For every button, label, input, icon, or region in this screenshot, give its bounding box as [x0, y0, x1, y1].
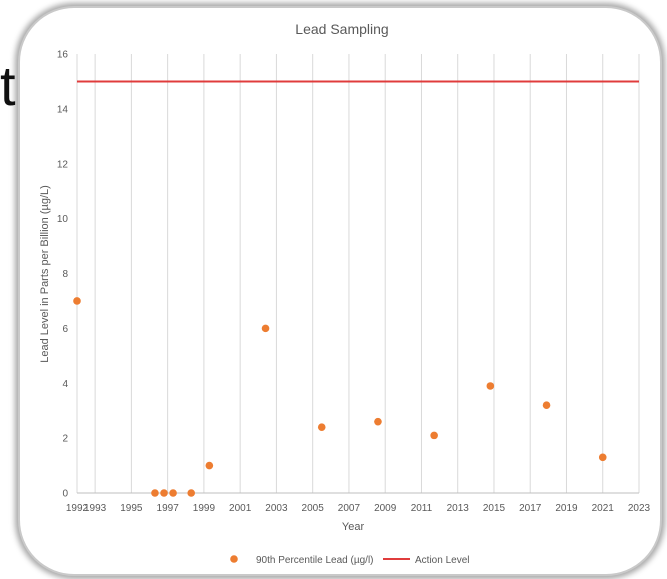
- x-tick-label: 2005: [302, 503, 325, 514]
- x-tick-label: 1993: [84, 503, 107, 514]
- data-point: [151, 489, 159, 497]
- series-layer: [73, 80, 639, 497]
- grid-lines: [76, 54, 640, 493]
- y-tick-label: 14: [57, 104, 69, 115]
- data-point: [598, 453, 607, 462]
- x-tick-label: 2017: [519, 503, 542, 514]
- x-tick-label: 2015: [483, 503, 506, 514]
- x-tick-label: 2003: [265, 503, 288, 514]
- y-tick-label: 12: [57, 159, 69, 170]
- x-tick-label: 2001: [229, 503, 252, 514]
- data-point: [486, 382, 495, 390]
- data-point: [187, 489, 196, 497]
- data-point: [73, 297, 81, 305]
- x-tick-label: 1997: [157, 503, 180, 514]
- y-tick-label: 6: [62, 324, 68, 335]
- x-tick-label: 2007: [338, 503, 361, 514]
- x-tick-label: 2013: [447, 503, 470, 514]
- y-tick-label: 8: [62, 269, 68, 280]
- x-tick-label: 2009: [374, 503, 397, 514]
- data-point: [374, 417, 382, 426]
- y-tick-label: 4: [62, 379, 68, 390]
- y-axis-label: Lead Level in Parts per Billion (µg/L): [39, 185, 51, 363]
- data-point: [542, 401, 551, 410]
- chart-card: Lead Sampling 1992 1993 1995 1997 1999 2001 20…: [18, 6, 662, 576]
- data-point: [317, 423, 326, 431]
- x-tick-label: 1995: [120, 503, 143, 514]
- data-point: [430, 431, 438, 440]
- legend: 90th Percentile Lead (µg/l) Action Level: [230, 555, 469, 566]
- data-point: [261, 324, 270, 333]
- x-tick-label: 2021: [592, 503, 615, 514]
- data-point: [205, 461, 214, 470]
- chart-title: Lead Sampling: [295, 21, 388, 37]
- x-tick-label: 2019: [555, 503, 578, 514]
- data-point: [160, 489, 168, 497]
- x-tick-label: 1992: [66, 503, 89, 514]
- y-tick-label: 16: [57, 50, 69, 61]
- y-tick-label: 10: [57, 214, 69, 225]
- y-tick-label: 2: [62, 434, 68, 445]
- background-slide-text: t: [0, 54, 16, 117]
- data-point: [169, 489, 177, 497]
- x-tick-label: 2011: [411, 503, 433, 514]
- x-axis-label: Year: [342, 521, 365, 533]
- legend-label-line: Action Level: [415, 555, 469, 566]
- legend-label-scatter: 90th Percentile Lead (µg/l): [256, 555, 374, 566]
- y-tick-label: 0: [62, 489, 68, 500]
- legend-marker-scatter: [230, 555, 238, 563]
- x-tick-label: 1999: [193, 503, 216, 514]
- x-tick-label: 2023: [628, 503, 651, 514]
